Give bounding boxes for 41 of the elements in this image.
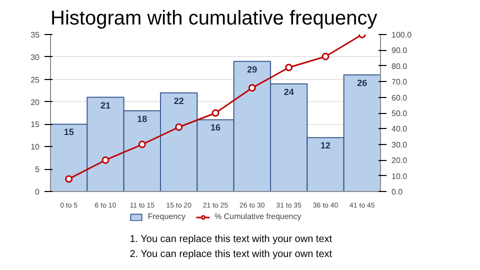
legend-label: % Cumulative frequency — [214, 212, 302, 221]
data-label: 22 — [174, 96, 184, 106]
data-label: 12 — [320, 140, 331, 151]
data-label: 15 — [64, 127, 74, 138]
data-label: 21 — [100, 100, 111, 110]
point — [248, 84, 256, 92]
data-label: 24 — [284, 86, 294, 97]
point — [175, 123, 183, 131]
y2-tick-label: 10.0 — [392, 172, 408, 181]
y-tick-label: 20 — [30, 98, 40, 107]
text: 1. You can replace this text with your own text — [130, 234, 332, 245]
point — [65, 175, 73, 183]
point — [212, 109, 220, 117]
point — [102, 156, 110, 164]
data-label: 29 — [247, 64, 258, 74]
y-tick-label: 5 — [35, 165, 40, 174]
y2-tick-label: 0.0 — [392, 188, 404, 196]
data-label: 18 — [137, 114, 148, 124]
y-tick-label: 10 — [30, 142, 40, 152]
y2-tick-label: 60.0 — [392, 93, 408, 102]
y2-tick-label: 40.0 — [392, 124, 408, 134]
legend-label: Frequency — [148, 212, 186, 221]
chart-title: Histogram with cumulative frequency — [50, 8, 378, 30]
y2-tick-label: 30.0 — [392, 140, 408, 150]
y2-tick-label: 80.0 — [392, 62, 408, 71]
y-tick-label: 0 — [35, 188, 40, 196]
text: 2. You can replace this text with your own text — [130, 249, 332, 260]
point — [138, 140, 146, 148]
y-tick-label: 15 — [30, 120, 40, 130]
y2-tick-label: 50.0 — [392, 109, 408, 118]
y-tick-label: 35 — [30, 30, 40, 40]
y2-tick-label: 100.0 — [392, 30, 412, 40]
y-tick-label: 25 — [30, 75, 40, 84]
data-label: 26 — [357, 78, 368, 88]
data-label: 16 — [210, 122, 221, 133]
y2-tick-label: 20.0 — [392, 156, 408, 166]
point — [322, 52, 330, 60]
y2-tick-label: 70.0 — [392, 78, 408, 87]
y-tick-label: 30 — [30, 52, 40, 62]
point — [285, 64, 293, 72]
y2-tick-label: 90.0 — [392, 46, 408, 56]
